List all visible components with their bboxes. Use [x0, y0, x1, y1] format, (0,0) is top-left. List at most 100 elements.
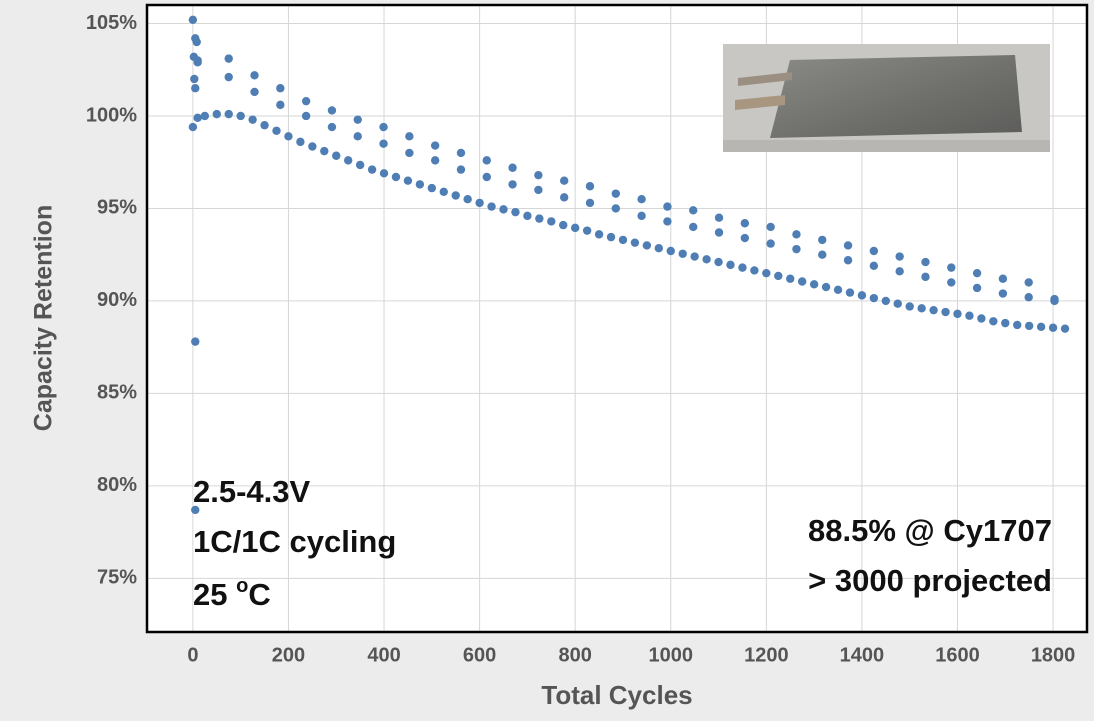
photo-tab — [738, 72, 792, 86]
data-point — [917, 304, 926, 313]
data-point — [192, 37, 201, 47]
data-point — [792, 244, 801, 254]
x-tick-label: 600 — [463, 644, 496, 666]
data-point — [642, 241, 652, 250]
data-point — [845, 288, 855, 297]
y-tick-label: 95% — [97, 197, 137, 219]
data-point — [559, 176, 569, 185]
x-tick-label: 1000 — [649, 644, 694, 666]
data-point — [618, 235, 628, 245]
data-point — [534, 185, 543, 195]
data-point — [582, 226, 592, 235]
data-point — [947, 263, 956, 272]
data-point — [1024, 293, 1033, 302]
data-point — [905, 302, 914, 311]
data-point — [355, 160, 365, 170]
photo-cell — [770, 55, 1022, 138]
y-tick-label: 85% — [97, 382, 137, 404]
data-point — [482, 172, 491, 182]
data-point — [353, 115, 362, 124]
data-point — [248, 115, 257, 124]
data-point — [487, 202, 496, 211]
data-point — [714, 257, 723, 267]
x-tick-label: 800 — [558, 644, 591, 666]
data-point — [200, 111, 210, 121]
data-point — [977, 314, 986, 323]
data-point — [559, 220, 568, 230]
data-point — [690, 252, 699, 261]
data-point — [998, 274, 1008, 283]
data-point — [379, 139, 388, 148]
y-tick-label: 100% — [86, 104, 137, 126]
data-point — [611, 189, 621, 198]
data-point — [391, 172, 401, 182]
data-point — [308, 142, 317, 151]
data-point — [301, 111, 311, 121]
data-point — [535, 214, 544, 223]
data-point — [224, 72, 233, 82]
data-point — [895, 267, 904, 276]
y-axis-label: Capacity Retention — [30, 205, 58, 431]
data-point — [276, 100, 285, 110]
data-point — [343, 156, 353, 165]
data-point — [1013, 320, 1022, 330]
data-point — [965, 311, 974, 320]
data-point — [594, 230, 604, 239]
data-point — [678, 249, 687, 258]
data-point — [260, 121, 269, 130]
data-point — [818, 250, 827, 259]
data-point — [869, 261, 879, 270]
data-point — [666, 246, 675, 256]
data-point — [654, 244, 664, 253]
data-point — [972, 283, 982, 293]
x-axis-label: Total Cycles — [541, 680, 692, 710]
data-point — [1060, 324, 1070, 333]
data-point — [327, 122, 337, 132]
x-tick-label: 1800 — [1031, 644, 1076, 666]
data-point — [843, 256, 853, 265]
annotation: 88.5% @ Cy1707 — [808, 513, 1052, 548]
data-point — [224, 109, 233, 119]
data-point — [403, 176, 413, 185]
data-point — [821, 282, 831, 292]
data-point — [809, 280, 819, 289]
data-point — [191, 505, 200, 515]
data-point — [523, 211, 532, 221]
data-point — [463, 195, 472, 204]
data-point — [296, 137, 305, 147]
y-tick-label: 75% — [97, 567, 137, 589]
data-point — [947, 278, 956, 287]
data-point — [843, 241, 853, 250]
data-point — [193, 113, 202, 123]
data-point — [714, 213, 724, 222]
data-point — [188, 122, 198, 132]
data-point — [327, 106, 337, 115]
data-point — [508, 180, 517, 189]
data-point — [405, 132, 414, 141]
data-point — [611, 204, 621, 213]
data-point — [534, 170, 543, 180]
data-point — [332, 151, 341, 160]
x-tick-label: 400 — [367, 644, 400, 666]
data-point — [405, 148, 414, 158]
x-tick-label: 200 — [272, 644, 305, 666]
data-point — [637, 211, 646, 221]
annotation-part: C — [248, 577, 270, 612]
data-point — [559, 193, 569, 202]
data-point — [766, 239, 775, 248]
data-point — [972, 268, 982, 278]
data-point — [570, 223, 580, 233]
data-point — [451, 191, 460, 200]
data-point — [921, 257, 930, 267]
data-point — [921, 272, 930, 282]
data-point — [439, 187, 448, 197]
x-tick-label: 1600 — [935, 644, 980, 666]
data-point — [663, 217, 672, 226]
data-point — [547, 217, 556, 226]
data-point — [929, 305, 938, 315]
data-point — [833, 285, 843, 295]
data-point — [250, 71, 259, 80]
data-point — [193, 58, 202, 67]
data-point — [482, 156, 491, 165]
